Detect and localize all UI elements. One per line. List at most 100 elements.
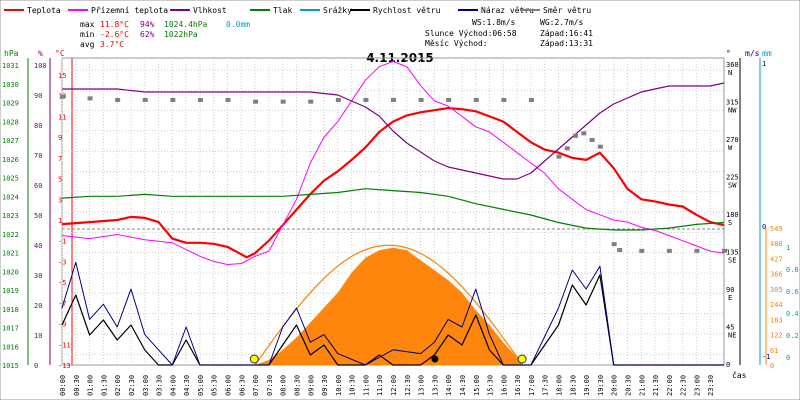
rain-tick-label: 0.6	[786, 288, 799, 296]
direction-tick-name: SE	[728, 257, 736, 265]
solar-tick-label: 0	[770, 362, 774, 370]
time-tick-label: 03:00	[142, 375, 150, 396]
time-tick-label: 13:00	[418, 375, 426, 396]
unit-deg: °	[726, 49, 731, 58]
time-tick-label: 00:00	[59, 375, 67, 396]
wind-direction-point	[308, 99, 314, 104]
wind-direction-point	[335, 98, 341, 102]
legend-label: Rychlost větru	[373, 6, 441, 15]
time-tick-label: 19:00	[583, 375, 591, 396]
solar-tick-label: 244	[770, 301, 783, 309]
time-tick-label: 19:30	[597, 375, 605, 396]
wind-direction-point	[501, 98, 507, 102]
stats-avg-temp: 3.7°C	[100, 40, 124, 49]
time-tick-label: 09:00	[307, 375, 315, 396]
time-tick-label: 00:30	[73, 375, 81, 396]
time-tick-label: 07:00	[252, 375, 260, 396]
series-line	[61, 188, 725, 231]
stats-block: max 11.8°C 94% 1024.4hPa 0.0mm min -2.6°…	[80, 18, 593, 49]
humidity-tick-label: 60	[34, 182, 42, 190]
humidity-tick-label: 90	[34, 92, 42, 100]
axis-ticks: 00:00 00:30 01:00 01:30 02:00 02:30 03:00 03:30…	[2, 60, 799, 396]
sun-moon-markers	[249, 354, 527, 364]
wind-direction-point	[473, 98, 479, 102]
time-tick-label: 23:00	[693, 375, 701, 396]
time-tick-label: 01:00	[87, 375, 95, 396]
wind-direction-point	[280, 99, 286, 104]
stats-max-press: 1024.4hPa	[164, 20, 208, 29]
time-tick-label: 02:30	[128, 375, 136, 396]
wind-direction-point	[418, 98, 424, 102]
time-tick-label: 09:30	[321, 375, 329, 396]
sunset-marker	[517, 354, 527, 364]
wind-direction-point	[666, 248, 672, 253]
time-tick-label: 03:30	[156, 375, 164, 396]
stats-wg: WG:2.7m/s	[540, 18, 584, 27]
wind-direction-point	[528, 98, 534, 102]
temp-tick-label: -3	[58, 258, 66, 266]
wind-direction-point	[581, 131, 587, 136]
pressure-tick-label: 1029	[2, 100, 19, 108]
wind-direction-point	[722, 248, 727, 253]
stats-min-hum: 62%	[140, 30, 155, 39]
solar-tick-label: 122	[770, 332, 783, 340]
wind-direction-point	[446, 98, 452, 102]
solar-tick-label: 488	[770, 240, 783, 248]
rain-tick-label: 0	[786, 354, 790, 362]
solar-tick-label: 61	[770, 347, 778, 355]
time-tick-label: 20:30	[624, 375, 632, 396]
time-tick-label: 16:00	[500, 375, 508, 396]
stats-sun-rise: Slunce Východ:06:58	[425, 29, 517, 38]
time-tick-label: 15:30	[487, 375, 495, 396]
time-tick-label: 14:00	[445, 375, 453, 396]
direction-tick-name: SW	[728, 182, 737, 190]
temp-tick-label: -5	[58, 279, 66, 287]
pressure-tick-label: 1023	[2, 212, 19, 220]
time-tick-label: 23:30	[707, 375, 715, 396]
stats-min-label: min	[80, 30, 95, 39]
time-tick-label: 18:30	[569, 375, 577, 396]
direction-tick-name: NW	[728, 107, 737, 115]
wind-direction-point	[589, 138, 595, 142]
time-tick-label: 11:00	[362, 375, 370, 396]
rain-tick-label: 1	[786, 244, 790, 252]
pressure-tick-label: 1031	[2, 62, 19, 70]
humidity-tick-label: 100	[34, 62, 47, 70]
time-tick-label: 14:30	[459, 375, 467, 396]
unit-pct: %	[38, 49, 43, 58]
rain-tick-label: 0.4	[786, 310, 799, 318]
solar-theoretical-curve	[254, 244, 524, 366]
time-tick-label: 05:00	[197, 375, 205, 396]
stats-sun-set: Západ:16:41	[540, 29, 593, 38]
time-tick-label: 20:00	[611, 375, 619, 396]
time-tick-label: 12:00	[390, 375, 398, 396]
wind-direction-point	[60, 94, 65, 99]
legend-label: Teplota	[27, 6, 61, 15]
stats-moon-set: Západ:13:31	[540, 39, 593, 48]
pressure-tick-label: 1020	[2, 268, 19, 276]
humidity-tick-label: 40	[34, 242, 42, 250]
stats-max-temp: 11.8°C	[100, 20, 129, 29]
direction-tick-name: N	[728, 69, 732, 77]
direction-tick-label: 90	[726, 286, 734, 294]
pressure-tick-label: 1019	[2, 287, 19, 295]
stats-max-label: max	[80, 20, 95, 29]
wind-direction-point	[391, 98, 396, 102]
wind-direction-point	[694, 248, 700, 253]
wind-direction-point	[617, 248, 623, 252]
time-tick-label: 08:30	[293, 375, 301, 396]
wind-direction-point	[611, 242, 617, 247]
sunrise-marker	[249, 354, 259, 364]
time-tick-label: 22:00	[666, 375, 674, 396]
time-tick-label: 21:00	[638, 375, 646, 396]
temp-tick-label: -11	[58, 341, 71, 349]
humidity-tick-label: 10	[34, 332, 42, 340]
pressure-tick-label: 1015	[2, 362, 19, 370]
wind-tick-label: 0	[762, 223, 766, 231]
wind-direction-point	[197, 98, 203, 102]
stats-moon-rise: Měsíc Východ:	[425, 39, 488, 48]
series-line	[61, 274, 724, 366]
stats-min-temp: -2.6°C	[100, 30, 129, 39]
time-tick-label: 11:30	[376, 375, 384, 396]
